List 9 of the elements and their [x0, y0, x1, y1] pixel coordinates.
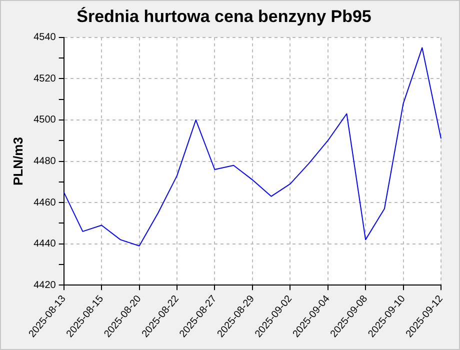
- y-tick-label: 4500: [34, 114, 56, 126]
- y-tick-label: 4540: [34, 32, 56, 44]
- chart-title: Średnia hurtowa cena benzyny Pb95: [76, 6, 372, 26]
- y-tick-label: 4440: [34, 238, 56, 250]
- y-axis-title: PLN/m3: [10, 137, 26, 186]
- y-tick-label: 4520: [34, 73, 56, 84]
- y-tick-label: 4420: [34, 280, 56, 291]
- y-tick-label: 4480: [34, 156, 56, 167]
- y-tick-label: 4460: [34, 197, 56, 208]
